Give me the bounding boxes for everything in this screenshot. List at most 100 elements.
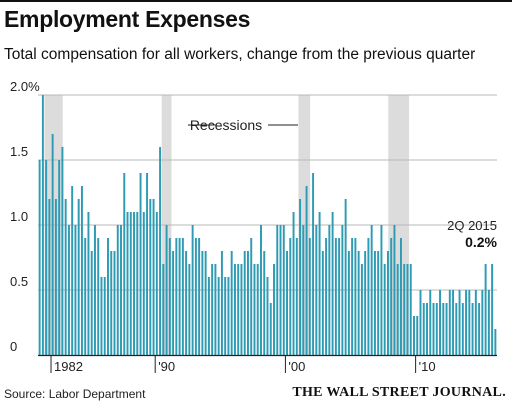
bar (110, 251, 113, 355)
bar (93, 225, 96, 355)
bar (458, 290, 461, 355)
bar (377, 251, 380, 355)
bar (224, 277, 227, 355)
bar (217, 277, 220, 355)
bar (246, 251, 249, 355)
bar (399, 238, 402, 355)
x-tick-label-3: '10 (419, 359, 436, 374)
bar (416, 316, 419, 355)
bar (325, 238, 328, 355)
bar (41, 95, 44, 355)
chart-title: Employment Expenses (4, 6, 251, 32)
bar (393, 225, 396, 355)
bar (302, 225, 305, 355)
bar (181, 238, 184, 355)
bar (367, 238, 370, 355)
gridlines (38, 94, 497, 291)
bar (214, 264, 217, 355)
bar (198, 238, 201, 355)
bar (413, 316, 415, 355)
bar (260, 225, 262, 355)
bar (139, 173, 142, 355)
bar (120, 225, 122, 355)
bar (97, 238, 100, 355)
bar (386, 251, 389, 355)
bar (155, 212, 158, 355)
annotation-period: 2Q 2015 (447, 218, 497, 233)
bar (334, 238, 337, 355)
bar (292, 212, 295, 355)
bar (45, 160, 48, 355)
bar (58, 160, 61, 355)
source-note: Source: Labor Department (4, 387, 146, 401)
bar (295, 238, 298, 355)
bar-series (38, 95, 497, 355)
bar (432, 303, 435, 355)
bar (116, 225, 119, 355)
bar (185, 251, 188, 355)
bar (172, 251, 175, 355)
bar (64, 199, 67, 355)
bar (487, 290, 490, 355)
bar (243, 251, 246, 355)
publisher-logo: THE WALL STREET JOURNAL. (292, 385, 506, 400)
bar (204, 251, 207, 355)
bar (286, 251, 289, 355)
bar (100, 277, 103, 355)
bar (237, 264, 240, 355)
bar (351, 238, 354, 355)
top-rule (0, 0, 512, 2)
y-tick-label-3: 1.5 (10, 144, 28, 159)
x-tick-label-0: 1982 (54, 359, 83, 374)
bar (448, 290, 451, 355)
bar (162, 264, 165, 355)
bar (123, 173, 126, 355)
bar (435, 303, 438, 355)
bar (90, 251, 93, 355)
bar (103, 277, 106, 355)
recession-label: Recessions (190, 117, 262, 133)
bar (273, 264, 275, 355)
bar (409, 264, 412, 355)
bar (191, 225, 194, 355)
bar (494, 329, 497, 355)
x-tick-label-1: '90 (158, 359, 175, 374)
bar (227, 277, 230, 355)
y-tick-label-4: 2.0% (10, 79, 40, 94)
bar (445, 303, 448, 355)
bar (133, 212, 136, 355)
bar (51, 134, 54, 355)
bar (113, 251, 116, 355)
bar (315, 225, 318, 355)
bar (455, 303, 458, 355)
bar (61, 147, 64, 355)
bar (406, 264, 409, 355)
bar (360, 264, 363, 355)
y-tick-label-0: 0 (10, 339, 17, 354)
bar (341, 225, 344, 355)
bar (168, 238, 171, 355)
bar (403, 264, 406, 355)
bar (201, 251, 204, 355)
bar (240, 264, 243, 355)
y-tick-label-2: 1.0 (10, 209, 28, 224)
bar (84, 238, 87, 355)
bar (318, 212, 321, 355)
bar (188, 264, 191, 355)
bar (250, 238, 253, 355)
bar (38, 160, 41, 355)
bar (370, 225, 373, 355)
bar (461, 303, 464, 355)
bar (357, 251, 360, 355)
bar (71, 186, 74, 355)
bar (80, 186, 83, 355)
bar (220, 251, 223, 355)
bar (442, 303, 445, 355)
bar (175, 238, 178, 355)
bar (338, 238, 341, 355)
bar (312, 173, 315, 355)
bar (429, 290, 432, 355)
bar (373, 251, 376, 355)
bar (77, 199, 80, 355)
